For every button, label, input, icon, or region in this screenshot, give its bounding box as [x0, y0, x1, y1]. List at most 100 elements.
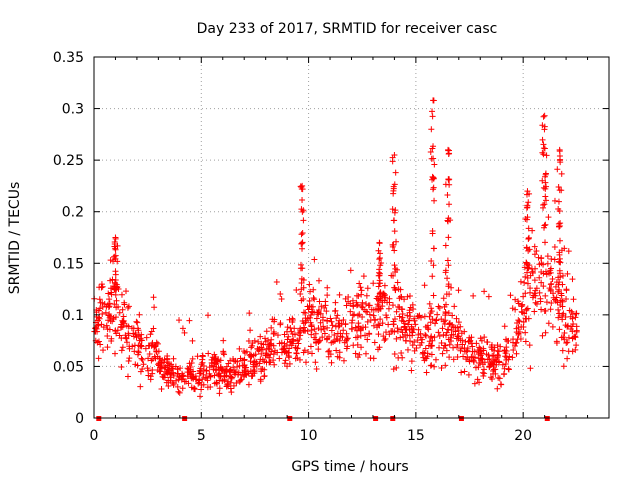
data-point [421, 282, 428, 289]
data-point [509, 354, 516, 361]
data-point [221, 372, 228, 379]
y-tick-label: 0.05 [53, 359, 84, 375]
data-point [247, 368, 254, 375]
data-point [481, 334, 488, 341]
data-point [356, 351, 363, 358]
data-point [308, 308, 315, 315]
y-tick-label: 0.3 [62, 102, 84, 118]
data-point [150, 294, 157, 301]
data-point [163, 379, 170, 386]
data-point [206, 370, 213, 377]
data-point [485, 293, 492, 300]
data-point [420, 354, 427, 361]
data-point [298, 231, 305, 238]
data-point [484, 356, 491, 363]
data-point [430, 245, 437, 252]
data-point [116, 332, 123, 339]
data-point [119, 323, 126, 330]
data-point [223, 367, 230, 374]
data-point [322, 302, 329, 309]
data-point [112, 252, 119, 259]
data-point [160, 359, 167, 366]
data-point [502, 350, 509, 357]
data-point [278, 295, 285, 302]
data-point [453, 315, 460, 322]
data-point [519, 309, 526, 316]
data-point [294, 337, 301, 344]
data-point [540, 201, 547, 208]
data-point [95, 338, 102, 345]
data-point [306, 281, 313, 288]
data-point [312, 359, 319, 366]
data-point [356, 280, 363, 287]
data-point [151, 344, 158, 351]
data-point [537, 298, 544, 305]
data-point [311, 326, 318, 333]
chart-title: Day 233 of 2017, SRMTID for receiver cas… [197, 21, 498, 37]
data-point [434, 311, 441, 318]
data-point [305, 306, 312, 313]
data-point [136, 311, 143, 318]
data-point [274, 332, 281, 339]
data-point [259, 346, 266, 353]
data-point [299, 208, 306, 215]
data-point [446, 181, 453, 188]
data-point [391, 209, 398, 216]
data-point [452, 324, 459, 331]
data-point [541, 123, 548, 130]
data-point [446, 321, 453, 328]
data-point [262, 338, 269, 345]
data-point [462, 338, 469, 345]
data-point [371, 316, 378, 323]
data-point [522, 329, 529, 336]
data-point [389, 241, 396, 248]
data-point [381, 292, 388, 299]
x-tick-label: 5 [197, 428, 206, 444]
data-point [399, 311, 406, 318]
data-point [111, 243, 118, 250]
data-point [111, 301, 118, 308]
data-point [523, 216, 530, 223]
data-point [228, 389, 235, 396]
data-point [126, 355, 133, 362]
data-point [391, 262, 398, 269]
data-point [300, 296, 307, 303]
data-point [324, 284, 331, 291]
data-point [526, 342, 533, 349]
data-point [137, 368, 144, 375]
data-point [525, 247, 532, 254]
data-point [210, 366, 217, 373]
data-point [408, 367, 415, 374]
data-point [118, 364, 125, 371]
x-axis-label: GPS time / hours [291, 459, 408, 475]
data-point [270, 357, 277, 364]
data-point [308, 350, 315, 357]
data-point [445, 262, 452, 269]
data-point [394, 328, 401, 335]
data-point [427, 362, 434, 369]
data-point [542, 221, 549, 228]
data-point [262, 335, 269, 342]
data-point [170, 369, 177, 376]
data-point [445, 283, 452, 290]
data-point [564, 355, 571, 362]
data-point [126, 345, 133, 352]
data-point [446, 341, 453, 348]
data-point [428, 351, 435, 358]
data-point [123, 335, 130, 342]
data-point [511, 342, 518, 349]
data-point [92, 325, 99, 332]
data-point [104, 344, 111, 351]
data-point [542, 173, 549, 180]
data-point [390, 366, 397, 373]
data-point [489, 353, 496, 360]
data-point [243, 348, 250, 355]
data-point [297, 290, 304, 297]
data-point [343, 345, 350, 352]
data-point [295, 340, 302, 347]
data-point [454, 354, 461, 361]
data-point [355, 293, 362, 300]
data-point [324, 324, 331, 331]
data-point [125, 357, 132, 364]
data-point [424, 353, 431, 360]
